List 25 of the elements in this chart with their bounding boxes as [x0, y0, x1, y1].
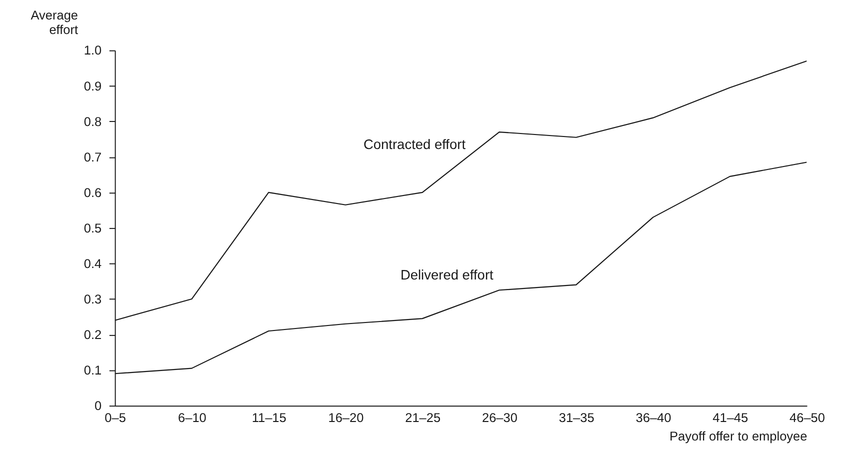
- y-tick-label: 0.4: [84, 256, 102, 271]
- y-tick-label: 0.2: [84, 326, 102, 342]
- x-tick-label: 26–30: [482, 410, 518, 425]
- x-tick-label: 36–40: [636, 410, 672, 425]
- y-tick-label: 0.1: [84, 362, 102, 378]
- x-axis-title: Payoff offer to employee: [670, 428, 808, 444]
- x-tick-label: 46–50: [790, 410, 825, 425]
- series-label: Delivered effort: [400, 267, 494, 282]
- x-tick-label: 31–35: [558, 410, 594, 425]
- y-tick-label: 0.3: [84, 291, 102, 306]
- x-tick-label: 6–10: [178, 410, 206, 425]
- y-tick-label: 0.6: [84, 184, 102, 200]
- y-tick-label: 0.9: [84, 78, 102, 94]
- y-tick-label: 0.8: [84, 114, 102, 129]
- x-tick-label: 0–5: [104, 410, 126, 425]
- y-axis-title: Average effort: [30, 7, 78, 38]
- x-tick-label: 41–45: [712, 410, 748, 425]
- x-tick-label: 21–25: [405, 410, 441, 425]
- series-label: Contracted effort: [363, 137, 466, 152]
- y-tick-label: 1.0: [84, 42, 102, 58]
- y-tick-label: 0.5: [84, 220, 102, 236]
- x-tick-label: 16–20: [328, 410, 364, 425]
- x-tick-label: 11–15: [252, 410, 286, 425]
- y-tick-label: 0: [94, 398, 102, 414]
- y-tick-label: 0.7: [84, 149, 102, 164]
